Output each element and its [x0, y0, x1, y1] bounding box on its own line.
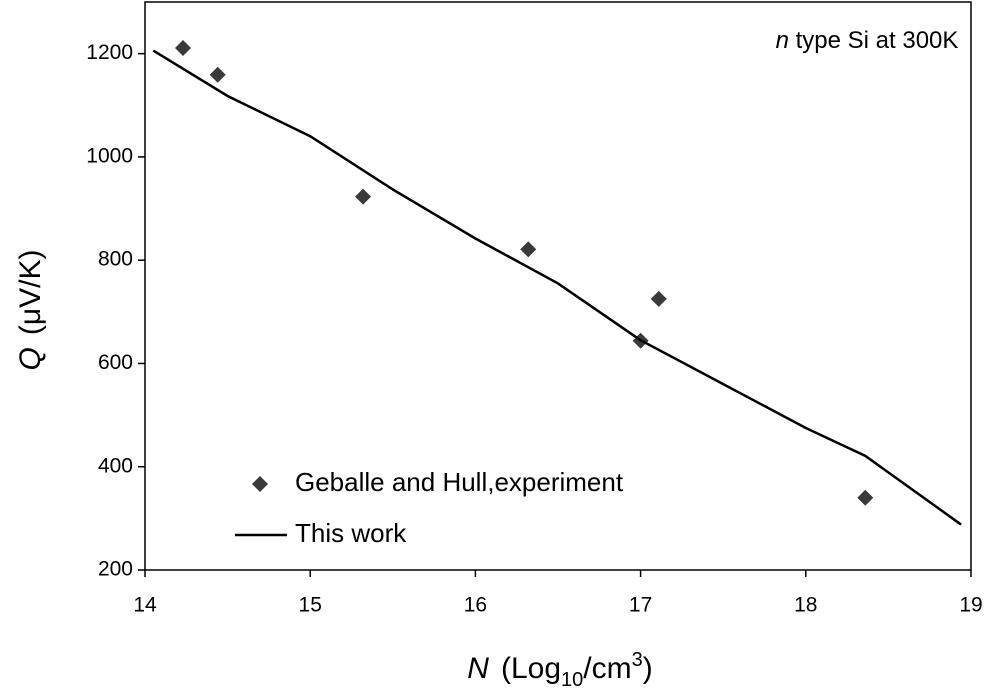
y-tick-label: 200 — [98, 558, 133, 581]
x-tick-label: 16 — [464, 594, 487, 617]
x-label-symbol: N — [467, 652, 489, 685]
legend-label: Geballe and Hull,experiment — [295, 467, 624, 497]
line — [152, 49, 962, 526]
annotation-text: type Si at 300K — [796, 27, 959, 54]
y-tick-label: 1000 — [86, 144, 133, 167]
x-label-part: ) — [643, 652, 653, 685]
y-label-unit: (μV/K) — [14, 250, 47, 336]
annotation: n type Si at 300K — [776, 27, 959, 54]
x-tick-label: 14 — [133, 594, 157, 617]
x-label-part: /cm — [583, 652, 631, 685]
y-label-symbol: Q — [14, 347, 47, 370]
x-axis-label: N (Log10/cm3) — [467, 649, 652, 691]
y-tick-label: 600 — [98, 351, 133, 374]
x-tick-label: 19 — [959, 594, 982, 617]
marker — [355, 188, 372, 205]
y-tick-label: 1200 — [86, 41, 133, 64]
y-tick-label: 800 — [98, 248, 133, 271]
x-tick-label: 17 — [629, 594, 652, 617]
x-tick-label: 18 — [794, 594, 817, 617]
y-axis-label: Q (μV/K) — [14, 250, 47, 371]
marker — [520, 241, 537, 258]
x-label-part: (Log — [501, 652, 561, 685]
legend-swatch — [252, 476, 268, 492]
x-label-part: 3 — [632, 649, 643, 671]
annotation-italic: n — [776, 27, 789, 54]
y-tick-label: 400 — [98, 454, 133, 477]
x-label-part: 10 — [561, 669, 583, 691]
x-tick-label: 15 — [299, 594, 322, 617]
marker — [650, 290, 667, 307]
marker — [209, 66, 226, 83]
plot-frame — [144, 1, 972, 571]
marker — [857, 489, 874, 506]
legend-label: This work — [295, 518, 407, 548]
marker — [174, 39, 191, 56]
